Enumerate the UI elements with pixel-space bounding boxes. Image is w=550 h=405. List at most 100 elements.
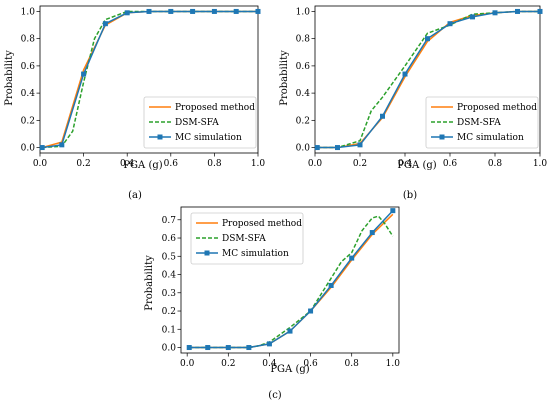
legend-box — [143, 96, 257, 149]
y-tick-label: 0.0 — [162, 344, 177, 354]
panel-c: Probability PGA (g) (c) 0.0 0.2 0.4 0.6 0.8 1… — [144, 206, 401, 401]
x-tick-label: 0.8 — [207, 159, 222, 169]
data-point-mc — [102, 21, 108, 27]
y-tick-label: 0.6 — [21, 62, 36, 72]
data-point-mc — [255, 8, 261, 14]
data-point-mc — [246, 345, 252, 351]
y-tick-label: 0.2 — [296, 116, 310, 126]
data-point-mc — [59, 142, 65, 148]
legend-label-mc: MC simulation — [457, 133, 524, 143]
data-point-mc — [266, 341, 272, 347]
y-tick-label: 0.3 — [162, 289, 177, 299]
data-point-mc — [402, 71, 408, 77]
data-point-mc — [146, 8, 152, 14]
x-tick-label: 1.0 — [533, 159, 548, 169]
y-tick-label: 0.0 — [21, 144, 36, 154]
y-tick-label: 0.8 — [296, 35, 311, 45]
legend-label-dsm: DSM-SFA — [175, 118, 219, 128]
y-tick-label: 0.4 — [296, 89, 311, 99]
y-axis-title: Probability — [144, 255, 155, 311]
x-tick-label: 0.4 — [398, 159, 413, 169]
y-tick-label: 0.2 — [162, 307, 176, 317]
x-tick-label: 1.0 — [386, 359, 401, 369]
y-tick-label: 0.0 — [296, 144, 311, 154]
y-tick-label: 0.6 — [296, 62, 311, 72]
data-point-mc — [492, 10, 498, 16]
x-tick-label: 0.0 — [180, 359, 195, 369]
data-point-mc — [124, 10, 130, 16]
x-tick-label: 0.8 — [345, 359, 360, 369]
legend-marker-mc — [439, 134, 445, 140]
data-point-mc — [447, 21, 453, 27]
y-tick-label: 0.4 — [162, 271, 177, 281]
data-point-mc — [205, 345, 211, 351]
x-tick-label: 0.6 — [443, 159, 458, 169]
data-point-mc — [186, 345, 192, 351]
y-axis-title: Probability — [279, 50, 290, 106]
plot-frame — [314, 5, 541, 154]
panel-b: Probability PGA (g) (b) 0.0 0.2 0.4 0.6 0.8 1… — [279, 5, 548, 201]
data-point-mc — [349, 255, 355, 261]
legend-label-mc: MC simulation — [175, 133, 242, 143]
legend: Proposed method DSM-SFA MC simulation — [190, 212, 304, 265]
x-tick-label: 0.4 — [262, 359, 277, 369]
legend-label-dsm: DSM-SFA — [222, 234, 266, 244]
data-point-mc — [233, 8, 239, 14]
plot-frame — [180, 206, 400, 354]
data-point-mc — [81, 71, 87, 77]
data-point-mc — [369, 230, 375, 236]
y-tick-label: 0.2 — [21, 116, 35, 126]
x-tick-label: 1.0 — [251, 159, 266, 169]
data-point-mc — [211, 8, 217, 14]
y-tick-label: 0.5 — [162, 252, 177, 262]
y-tick-label: 0.8 — [21, 35, 36, 45]
x-tick-label: 0.2 — [353, 159, 367, 169]
data-point-mc — [190, 8, 196, 14]
data-point-mc — [287, 328, 293, 334]
data-point-mc — [314, 145, 320, 151]
x-tick-label: 0.6 — [164, 159, 179, 169]
x-tick-label: 0.2 — [221, 359, 235, 369]
y-tick-label: 0.4 — [21, 89, 36, 99]
legend-label-dsm: DSM-SFA — [457, 118, 501, 128]
data-point-mc — [425, 36, 430, 42]
data-point-mc — [225, 345, 231, 351]
panel-label: (c) — [268, 390, 282, 401]
data-point-mc — [515, 8, 520, 14]
y-axis-title: Probability — [4, 50, 15, 106]
legend: Proposed method DSM-SFA MC simulation — [425, 96, 539, 149]
plot-area: 0.0 0.2 0.4 0.6 0.8 1.0 0.0 0.2 0.4 0.6 0.8 1.0 — [21, 5, 266, 169]
data-point-mc — [380, 113, 385, 119]
data-point-mc — [335, 145, 340, 151]
y-tick-label: 0.7 — [162, 216, 177, 226]
plot-area: 0.0 0.2 0.4 0.6 0.8 1.0 0.0 0.2 0.4 0.6 0.8 1.0 — [296, 5, 548, 169]
y-tick-label: 1.0 — [296, 7, 311, 17]
x-axis-title: PGA (g) — [270, 364, 309, 375]
legend-box — [425, 96, 539, 149]
legend-label-proposed: Proposed method — [222, 219, 302, 229]
y-tick-label: 0.6 — [162, 234, 177, 244]
x-axis-title: PGA (g) — [123, 160, 162, 171]
panel-label: (a) — [128, 190, 142, 201]
legend: Proposed method DSM-SFA MC simulation — [143, 96, 257, 149]
plot-frame — [39, 5, 259, 154]
data-point-mc — [168, 8, 174, 14]
x-axis-title: PGA (g) — [397, 160, 436, 171]
panel-a: Probability PGA (g) (a) 0.0 0.2 0.4 0.6 0.8 1… — [4, 5, 266, 201]
legend-label-proposed: Proposed method — [457, 103, 537, 113]
data-point-mc — [328, 282, 334, 288]
data-point-mc — [357, 142, 363, 148]
legend-marker-mc — [157, 134, 163, 140]
panel-label: (b) — [403, 190, 417, 201]
x-tick-label: 0.8 — [488, 159, 503, 169]
x-tick-label: 0.4 — [120, 159, 135, 169]
y-tick-label: 1.0 — [21, 7, 36, 17]
legend-label-proposed: Proposed method — [175, 103, 255, 113]
legend-box — [190, 212, 304, 265]
x-tick-label: 0.0 — [33, 159, 48, 169]
y-tick-label: 0.1 — [162, 325, 176, 335]
plot-area: 0.0 0.2 0.4 0.6 0.8 1.0 0.0 0.1 0.2 0.3 0.4 0.5 0.6 0… — [162, 206, 401, 369]
x-tick-label: 0.2 — [76, 159, 90, 169]
legend-marker-mc — [204, 250, 210, 256]
